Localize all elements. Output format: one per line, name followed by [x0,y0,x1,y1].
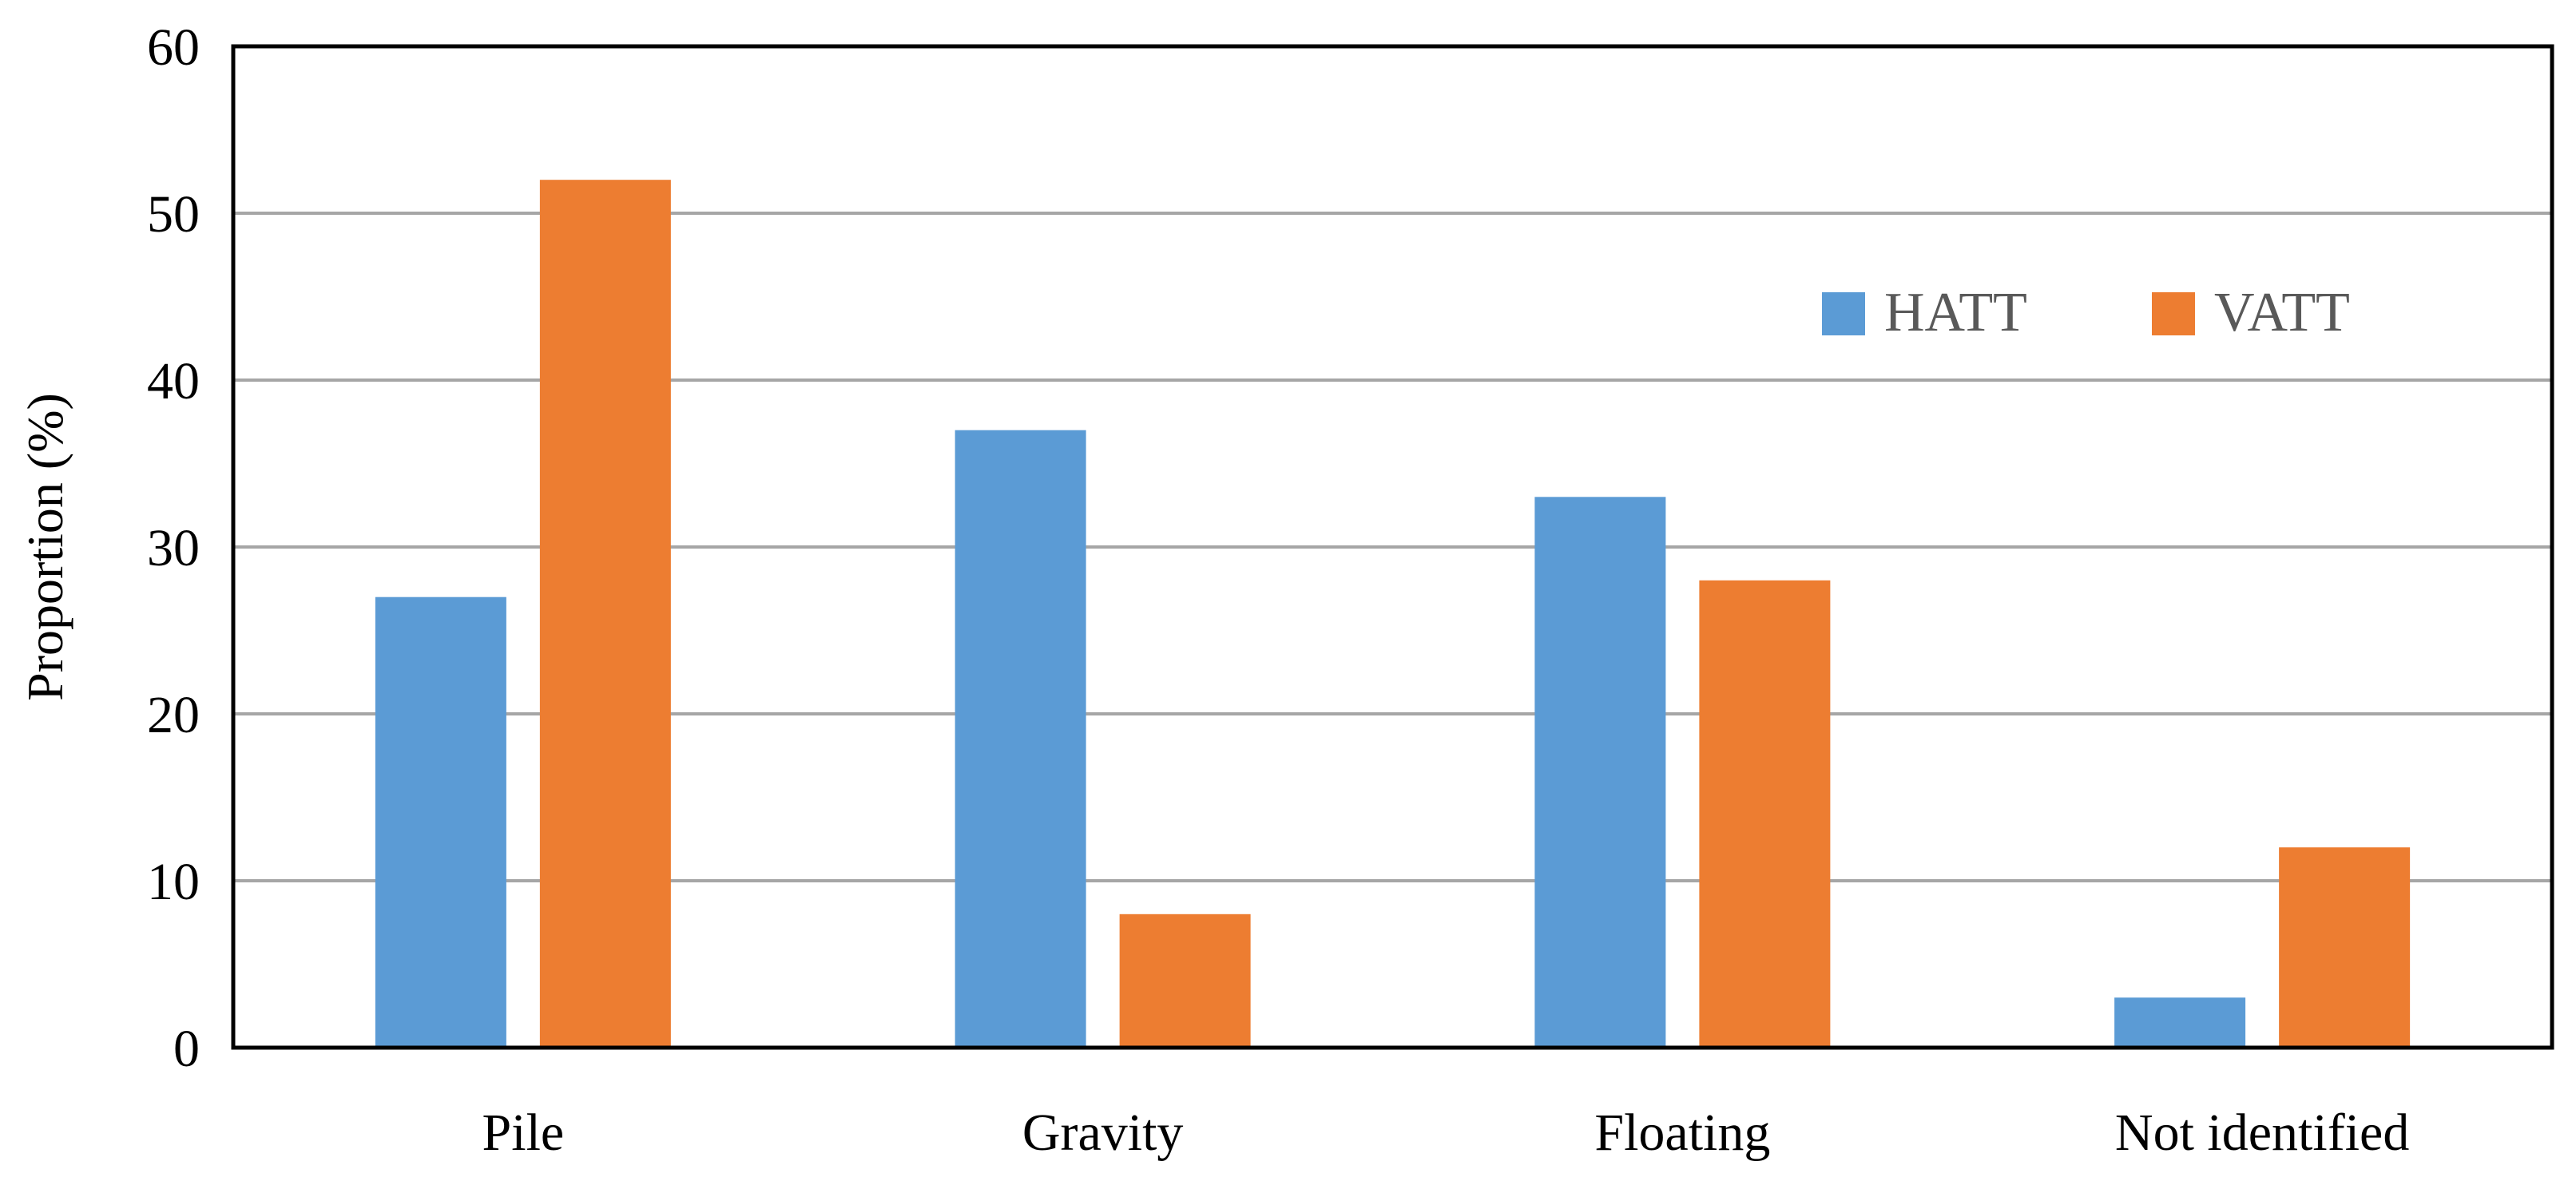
y-tick-labels: 0 10 20 30 40 50 60 [147,18,200,1078]
x-tick-labels: Pile Gravity Floating Not identified [482,1104,2410,1162]
legend-swatch-hatt [1822,292,1865,335]
bars [375,180,2411,1048]
y-tick-label: 30 [147,519,200,577]
x-tick-label: Gravity [1022,1104,1184,1162]
y-axis-title: Proportion (%) [17,393,73,701]
y-tick-label: 60 [147,18,200,77]
bar-vatt-not-identified [2279,847,2411,1048]
plot-frame [231,44,2554,1050]
legend-label-vatt: VATT [2214,282,2350,343]
bar-hatt-gravity [955,430,1086,1048]
legend-label-hatt: HATT [1884,282,2027,343]
x-tick-label: Not identified [2115,1104,2409,1162]
bar-hatt-floating [1534,497,1666,1048]
bar-vatt-floating [1699,580,1831,1048]
bar-vatt-pile [539,180,671,1048]
legend: HATT VATT [1822,282,2350,343]
y-tick-label: 40 [147,352,200,410]
bar-hatt-pile [375,596,506,1048]
legend-swatch-vatt [2152,292,2195,335]
bar-vatt-gravity [1119,914,1251,1048]
y-tick-label: 20 [147,686,200,744]
y-tick-label: 50 [147,185,200,244]
y-tick-label: 10 [147,853,200,911]
x-tick-label: Pile [482,1104,565,1162]
x-tick-label: Floating [1594,1104,1770,1162]
y-tick-label: 0 [173,1020,200,1078]
bar-hatt-not-identified [2114,997,2246,1048]
